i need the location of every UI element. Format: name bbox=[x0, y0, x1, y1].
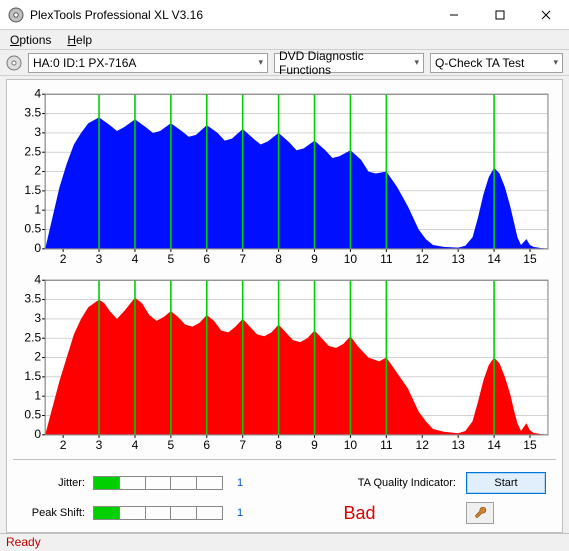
peakshift-bar bbox=[93, 506, 223, 520]
segment bbox=[171, 507, 197, 519]
svg-text:2: 2 bbox=[34, 349, 41, 363]
svg-text:1.5: 1.5 bbox=[24, 183, 41, 197]
svg-text:7: 7 bbox=[239, 438, 246, 452]
svg-text:2: 2 bbox=[60, 438, 67, 452]
chevron-down-icon: ▾ bbox=[414, 57, 419, 68]
svg-text:4: 4 bbox=[132, 252, 139, 266]
svg-text:11: 11 bbox=[380, 438, 393, 452]
start-button[interactable]: Start bbox=[466, 472, 546, 494]
category-select-value: DVD Diagnostic Functions bbox=[279, 49, 410, 77]
svg-text:2: 2 bbox=[60, 252, 67, 266]
app-icon bbox=[8, 7, 24, 23]
ta-quality-value: Bad bbox=[253, 503, 466, 524]
segment bbox=[171, 477, 197, 489]
maximize-button[interactable] bbox=[477, 0, 523, 30]
window-title: PlexTools Professional XL V3.16 bbox=[30, 8, 431, 22]
segment bbox=[94, 507, 120, 519]
jitter-label: Jitter: bbox=[23, 477, 93, 489]
category-select[interactable]: DVD Diagnostic Functions ▾ bbox=[274, 53, 424, 73]
jitter-value: 1 bbox=[233, 477, 253, 489]
svg-text:12: 12 bbox=[416, 438, 430, 452]
chart-top-wrap: 0 0.5 1 1.5 2 2.5 3 3.5 4 2 3 4 5 6 7 8 9 10 11 12 13 14 15 bbox=[13, 86, 556, 272]
svg-text:3: 3 bbox=[34, 125, 41, 139]
chart-area: 00.511.522.533.5423456789101112131415 00… bbox=[6, 79, 563, 533]
disc-icon bbox=[6, 55, 22, 71]
metrics-panel: Jitter: 1 TA Quality Indicator: Start Pe… bbox=[13, 466, 556, 532]
chart-bottom: 0 0.5 1 1.5 2 2.5 3 3.5 4 2 3 4 5 6 7 8 9 10 11 12 13 14 15 bbox=[13, 272, 556, 458]
segment bbox=[197, 507, 222, 519]
svg-text:5: 5 bbox=[168, 252, 175, 266]
menu-bar: Options Help bbox=[0, 30, 569, 50]
wrench-icon bbox=[473, 506, 487, 520]
title-bar: PlexTools Professional XL V3.16 bbox=[0, 0, 569, 30]
svg-text:3.5: 3.5 bbox=[24, 291, 41, 305]
close-button[interactable] bbox=[523, 0, 569, 30]
device-select-value: HA:0 ID:1 PX-716A bbox=[33, 56, 136, 70]
svg-text:2.5: 2.5 bbox=[24, 144, 41, 158]
svg-text:14: 14 bbox=[487, 438, 501, 452]
segment bbox=[197, 477, 222, 489]
jitter-bar bbox=[93, 476, 223, 490]
svg-text:13: 13 bbox=[451, 438, 465, 452]
chevron-down-icon: ▾ bbox=[553, 57, 558, 68]
svg-text:11: 11 bbox=[380, 252, 393, 266]
svg-text:4: 4 bbox=[132, 438, 139, 452]
svg-text:12: 12 bbox=[416, 252, 430, 266]
svg-text:15: 15 bbox=[523, 438, 537, 452]
menu-options[interactable]: Options bbox=[4, 31, 57, 49]
device-select[interactable]: HA:0 ID:1 PX-716A ▾ bbox=[28, 53, 268, 73]
svg-text:3: 3 bbox=[34, 310, 41, 324]
svg-text:7: 7 bbox=[239, 252, 246, 266]
svg-text:9: 9 bbox=[311, 252, 318, 266]
svg-text:10: 10 bbox=[344, 438, 358, 452]
svg-text:2: 2 bbox=[34, 163, 41, 177]
svg-text:6: 6 bbox=[203, 252, 210, 266]
svg-text:13: 13 bbox=[451, 252, 465, 266]
svg-text:4: 4 bbox=[34, 86, 41, 100]
svg-text:1.5: 1.5 bbox=[24, 368, 41, 382]
segment bbox=[146, 507, 172, 519]
chevron-down-icon: ▾ bbox=[258, 57, 263, 68]
svg-text:10: 10 bbox=[344, 252, 358, 266]
segment bbox=[94, 477, 120, 489]
svg-text:8: 8 bbox=[275, 252, 282, 266]
svg-text:0.5: 0.5 bbox=[24, 407, 41, 421]
svg-text:0: 0 bbox=[34, 426, 41, 440]
test-select[interactable]: Q-Check TA Test ▾ bbox=[430, 53, 563, 73]
svg-text:3: 3 bbox=[96, 252, 103, 266]
test-select-value: Q-Check TA Test bbox=[435, 56, 524, 70]
svg-text:9: 9 bbox=[311, 438, 318, 452]
svg-text:3.5: 3.5 bbox=[24, 106, 41, 120]
separator bbox=[13, 459, 556, 460]
segment bbox=[120, 477, 146, 489]
svg-text:0: 0 bbox=[34, 241, 41, 255]
peakshift-label: Peak Shift: bbox=[23, 507, 93, 519]
toolbar: HA:0 ID:1 PX-716A ▾ DVD Diagnostic Funct… bbox=[0, 50, 569, 76]
chart-bottom-wrap: 0 0.5 1 1.5 2 2.5 3 3.5 4 2 3 4 5 6 7 8 9 10 11 12 13 14 15 bbox=[13, 272, 556, 458]
status-text: Ready bbox=[6, 535, 41, 549]
peakshift-value: 1 bbox=[233, 507, 253, 519]
svg-text:0.5: 0.5 bbox=[24, 221, 41, 235]
svg-text:15: 15 bbox=[523, 252, 537, 266]
svg-text:6: 6 bbox=[203, 438, 210, 452]
chart-top: 0 0.5 1 1.5 2 2.5 3 3.5 4 2 3 4 5 6 7 8 9 10 11 12 13 14 15 bbox=[13, 86, 556, 272]
ta-quality-label: TA Quality Indicator: bbox=[253, 477, 466, 489]
svg-text:8: 8 bbox=[275, 438, 282, 452]
minimize-button[interactable] bbox=[431, 0, 477, 30]
options-button[interactable] bbox=[466, 502, 494, 524]
svg-text:4: 4 bbox=[34, 272, 41, 286]
menu-help[interactable]: Help bbox=[61, 31, 98, 49]
svg-text:1: 1 bbox=[34, 202, 41, 216]
svg-text:2.5: 2.5 bbox=[24, 330, 41, 344]
svg-text:3: 3 bbox=[96, 438, 103, 452]
status-bar: Ready bbox=[0, 533, 569, 551]
svg-text:14: 14 bbox=[487, 252, 501, 266]
segment bbox=[146, 477, 172, 489]
svg-text:1: 1 bbox=[34, 388, 41, 402]
segment bbox=[120, 507, 146, 519]
svg-text:5: 5 bbox=[168, 438, 175, 452]
